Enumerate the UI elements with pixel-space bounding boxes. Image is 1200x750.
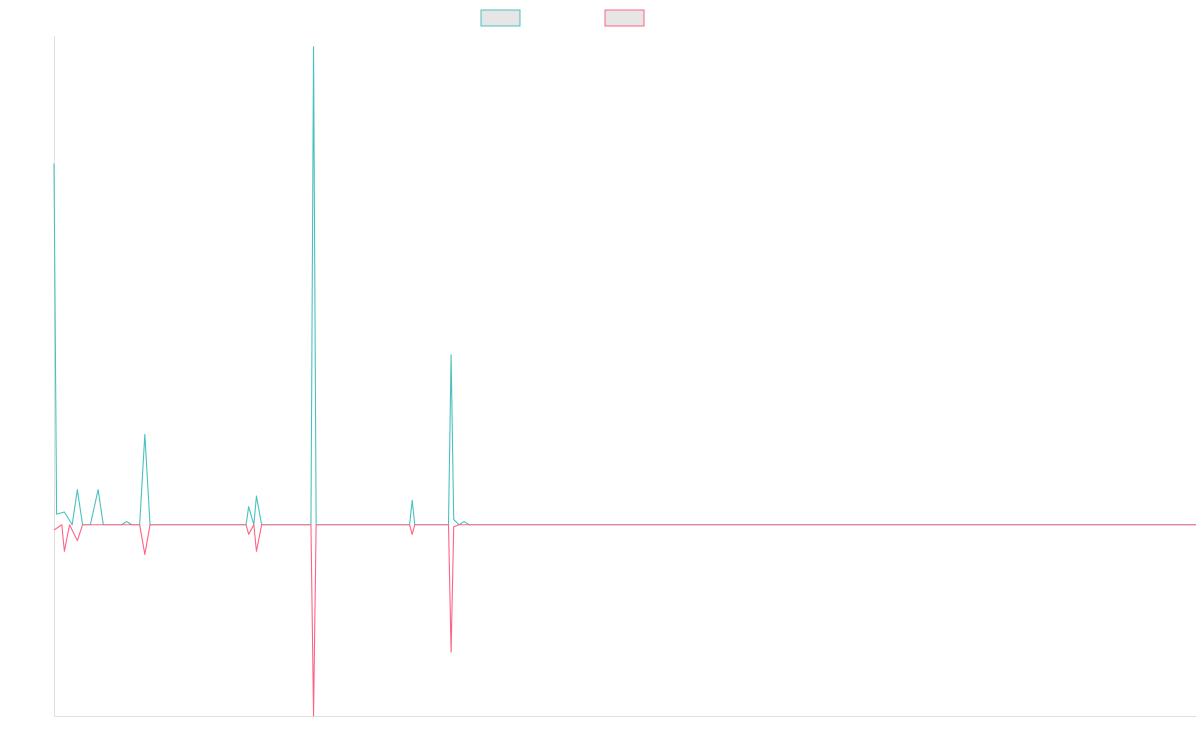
legend-swatch-series-2[interactable] bbox=[604, 9, 645, 27]
legend bbox=[480, 9, 645, 27]
series-line-1 bbox=[53, 46, 1196, 526]
series-line-2 bbox=[53, 524, 1196, 717]
series-group bbox=[53, 46, 1196, 717]
legend-swatch-series-1[interactable] bbox=[480, 9, 521, 27]
